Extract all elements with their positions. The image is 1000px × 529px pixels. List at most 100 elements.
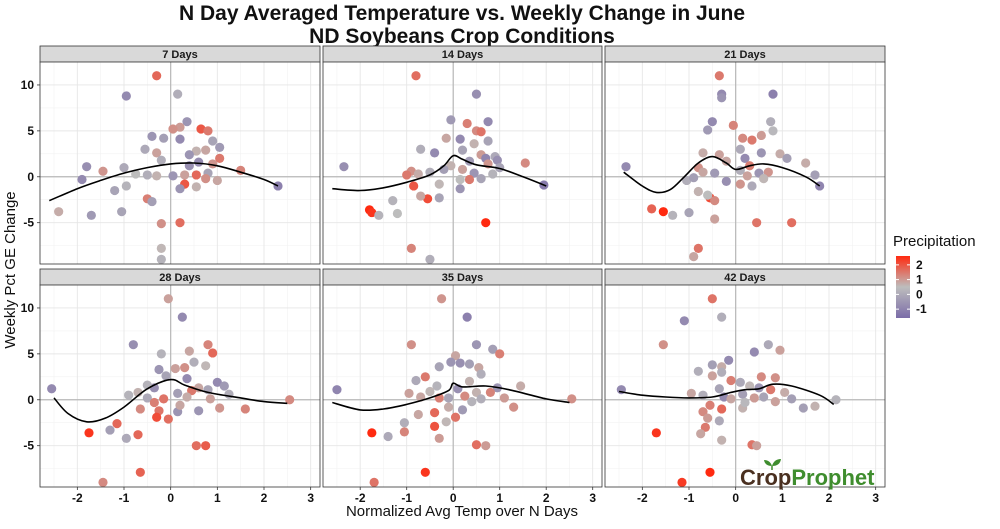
data-point <box>677 477 687 488</box>
data-point <box>705 467 715 477</box>
data-point <box>462 118 472 129</box>
data-point <box>467 397 477 407</box>
data-point <box>831 395 841 405</box>
data-point <box>215 142 225 152</box>
data-point <box>409 181 419 191</box>
data-point <box>201 441 211 451</box>
x-tick-label: 3 <box>872 491 879 505</box>
legend-colorbar <box>896 256 910 318</box>
data-point <box>128 340 138 350</box>
data-point <box>756 148 766 158</box>
data-point <box>152 412 162 422</box>
data-point <box>191 182 201 192</box>
data-point <box>698 407 708 417</box>
data-point <box>131 169 141 179</box>
data-point <box>180 170 190 180</box>
data-point <box>457 164 468 175</box>
data-point <box>121 433 131 443</box>
data-point <box>738 389 748 399</box>
data-point <box>770 397 780 407</box>
data-point <box>180 363 190 373</box>
data-point <box>495 349 505 359</box>
data-point <box>154 364 164 375</box>
data-point <box>464 174 475 185</box>
data-point <box>117 207 127 217</box>
data-point <box>520 158 530 168</box>
data-point <box>787 218 797 228</box>
data-point <box>402 170 412 180</box>
data-point <box>441 417 451 427</box>
facet-label: 7 Days <box>162 49 197 61</box>
data-point <box>367 428 377 438</box>
x-tick-label: 2 <box>826 491 833 505</box>
x-tick-label: -1 <box>119 491 130 505</box>
data-point <box>47 384 57 394</box>
data-point <box>759 392 769 402</box>
data-point <box>721 156 731 166</box>
data-point <box>782 153 792 164</box>
data-point <box>492 155 502 165</box>
data-point <box>693 366 703 376</box>
data-point <box>203 126 213 136</box>
panel-border <box>604 284 886 488</box>
x-tick-label: 2 <box>543 491 550 505</box>
facet-label: 28 Days <box>159 272 201 284</box>
legend-tick-label: 0 <box>916 287 923 301</box>
data-point <box>191 170 201 180</box>
data-point <box>194 406 204 416</box>
data-point <box>752 218 762 228</box>
x-tick-label: 1 <box>779 491 786 505</box>
data-point <box>707 117 717 127</box>
data-point <box>798 403 808 413</box>
data-point <box>406 243 416 253</box>
data-point <box>747 181 757 191</box>
legend-tick-label: 1 <box>916 273 923 287</box>
data-point <box>740 153 750 164</box>
y-tick-label: 5 <box>27 124 34 138</box>
data-point <box>516 381 526 391</box>
data-point <box>110 185 120 196</box>
data-point <box>332 385 342 395</box>
data-point <box>488 169 498 179</box>
data-point <box>740 397 750 408</box>
data-point <box>735 144 745 154</box>
data-point <box>726 375 736 386</box>
data-point <box>105 425 115 435</box>
data-point <box>469 168 479 178</box>
data-point <box>219 381 229 391</box>
data-point <box>787 394 797 404</box>
data-point <box>184 346 194 356</box>
x-tick-label: -2 <box>72 491 83 505</box>
panel-border <box>39 284 321 488</box>
data-point <box>710 214 720 224</box>
data-point <box>285 395 295 405</box>
data-point <box>212 175 222 186</box>
logo-leaf-icon <box>764 459 781 470</box>
data-point <box>124 390 134 400</box>
data-point <box>471 440 482 450</box>
svg-text:CropProphet: CropProphet <box>740 465 875 490</box>
data-point <box>705 400 715 410</box>
data-point <box>430 408 440 418</box>
data-point <box>717 312 727 322</box>
data-point <box>413 409 423 420</box>
y-tick-label: 10 <box>21 78 35 92</box>
legend-title: Precipitation <box>893 233 976 250</box>
data-point <box>763 167 773 177</box>
data-point <box>443 393 454 403</box>
data-point <box>441 133 451 143</box>
data-point <box>406 340 416 350</box>
data-point <box>651 428 661 438</box>
facet-panel: 28 Days -5 0 5 10 -2 -1 0 1 2 3 <box>21 268 321 505</box>
data-point <box>149 397 159 408</box>
data-point <box>367 207 377 218</box>
data-point <box>689 252 699 262</box>
data-point <box>205 394 215 404</box>
data-point <box>443 402 454 412</box>
data-point <box>749 347 759 357</box>
data-point <box>485 387 495 398</box>
data-point <box>173 388 183 398</box>
data-point <box>714 71 724 81</box>
data-point <box>752 441 762 451</box>
